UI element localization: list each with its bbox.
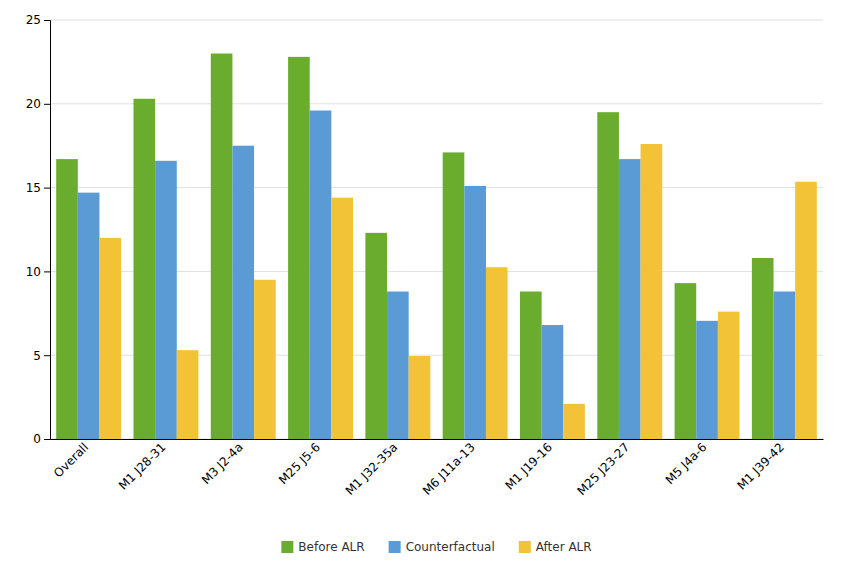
chart: 0 5 10 15 20 25 Overall M1 J28-31 M3 J2-4a M25 J5… [0, 0, 843, 569]
grid-line [50, 20, 823, 21]
legend-swatch [519, 541, 531, 553]
bar-series [56, 54, 773, 439]
x-tick: M1 J39-42 [734, 440, 786, 492]
legend-label: After ALR [536, 540, 592, 554]
bar [331, 198, 353, 439]
x-tick-label: M3 J2-4a [199, 440, 246, 487]
y-tick-label: 25 [26, 13, 41, 27]
y-tick-label: 10 [26, 265, 41, 279]
y-tick-mark [44, 355, 50, 356]
y-tick: 20 [26, 97, 50, 111]
x-tick-label: M1 J32-35a [343, 440, 401, 498]
y-tick-label: 5 [33, 349, 41, 363]
y-tick-mark [44, 271, 50, 272]
bars [56, 54, 817, 439]
legend: Before ALR Counterfactual After ALR [281, 540, 591, 554]
x-tick: M5 J4a-6 [663, 440, 710, 487]
bar [254, 280, 276, 439]
grid-line [50, 103, 823, 104]
bar [520, 292, 542, 439]
y-tick-label: 15 [26, 181, 41, 195]
x-tick-label: M5 J4a-6 [663, 440, 710, 487]
bar [486, 267, 508, 439]
bar [443, 152, 465, 439]
x-tick-label: M1 J19-16 [503, 440, 555, 492]
x-tick-label: M25 J23-27 [574, 440, 632, 498]
y-tick-label: 0 [33, 432, 41, 446]
bar [310, 111, 332, 439]
y-tick-mark [44, 20, 50, 21]
y-tick: 0 [33, 432, 50, 446]
bar [288, 57, 310, 439]
x-tick: M6 J11a-13 [420, 440, 478, 498]
y-tick-mark [44, 439, 50, 440]
y-axis-line [44, 21, 51, 440]
bar [78, 193, 100, 439]
y-tick: 25 [26, 13, 50, 27]
bar [641, 144, 663, 439]
bar-series [78, 111, 795, 439]
y-tick: 5 [33, 349, 50, 363]
x-tick: M25 J23-27 [574, 440, 632, 498]
y-tick-label: 20 [26, 97, 41, 111]
x-tick: M1 J28-31 [116, 440, 168, 492]
bar [696, 321, 718, 439]
x-axis-line [51, 439, 824, 440]
legend-swatch [389, 541, 401, 553]
x-tick-label: M1 J28-31 [116, 440, 168, 492]
bar [752, 258, 774, 439]
bar [409, 356, 431, 439]
bar [155, 161, 177, 439]
bar [133, 99, 155, 439]
y-tick: 10 [26, 265, 50, 279]
x-tick: M3 J2-4a [199, 440, 246, 487]
plot: 0 5 10 15 20 25 Overall M1 J28-31 M3 J2-4a M25 J5… [26, 13, 824, 498]
bar [718, 312, 740, 439]
legend-item: Before ALR [281, 540, 364, 554]
bar [542, 325, 564, 439]
y-axis: 0 5 10 15 20 25 [26, 13, 51, 446]
x-axis: Overall M1 J28-31 M3 J2-4a M25 J5-6 M1 J32-3… [51, 440, 824, 499]
legend-swatch [281, 541, 293, 553]
bar [56, 159, 78, 439]
x-tick-label: Overall [51, 440, 91, 480]
x-tick: M1 J19-16 [503, 440, 555, 492]
y-tick-mark [44, 104, 50, 105]
bar [774, 292, 796, 439]
bar [365, 233, 387, 439]
bar [177, 350, 199, 439]
legend-item: After ALR [519, 540, 592, 554]
bar [464, 186, 486, 439]
x-tick-label: M25 J5-6 [276, 440, 323, 487]
x-tick-label: M6 J11a-13 [420, 440, 478, 498]
x-tick-label: M1 J39-42 [734, 440, 786, 492]
grid [50, 20, 823, 439]
bar [563, 404, 585, 439]
bar [211, 54, 233, 439]
bar-series [99, 144, 816, 439]
bar [619, 159, 641, 439]
bar [387, 292, 409, 439]
y-tick: 15 [26, 181, 50, 195]
legend-item: Counterfactual [389, 540, 495, 554]
legend-label: Before ALR [298, 540, 364, 554]
legend-label: Counterfactual [406, 540, 495, 554]
bar [795, 182, 817, 439]
bar [675, 283, 697, 439]
x-tick: M1 J32-35a [343, 440, 401, 498]
bar [597, 112, 619, 439]
bar [232, 146, 254, 439]
x-tick: Overall [51, 440, 91, 480]
x-tick: M25 J5-6 [276, 440, 323, 487]
y-tick-mark [44, 188, 50, 189]
bar [99, 238, 121, 439]
